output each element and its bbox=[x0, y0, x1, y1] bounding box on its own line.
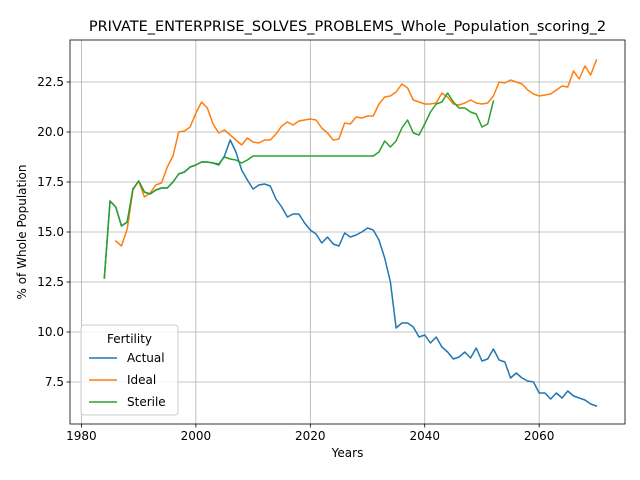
y-axis-label: % of Whole Population bbox=[15, 165, 29, 300]
legend: Fertility Actual Ideal Sterile bbox=[80, 324, 179, 416]
y-tick-label: 12.5 bbox=[37, 275, 64, 289]
x-tick-label: 2060 bbox=[524, 429, 555, 443]
legend-box bbox=[80, 324, 179, 416]
x-axis-label: Years bbox=[331, 446, 364, 460]
x-tick-label: 2000 bbox=[181, 429, 212, 443]
legend-title: Fertility bbox=[107, 332, 152, 346]
x-tick-label: 1980 bbox=[66, 429, 97, 443]
y-tick-label: 10.0 bbox=[37, 325, 64, 339]
grid bbox=[70, 40, 625, 424]
legend-label-ideal: Ideal bbox=[127, 373, 156, 387]
y-tick-label: 20.0 bbox=[37, 125, 64, 139]
y-tick-label: 17.5 bbox=[37, 175, 64, 189]
x-axis-ticks: 1980 2000 2020 2040 2060 bbox=[66, 424, 554, 443]
y-axis-ticks: 7.5 10.0 12.5 15.0 17.5 20.0 22.5 bbox=[37, 75, 70, 389]
series-line-sterile bbox=[103, 92, 495, 279]
x-tick-label: 2020 bbox=[295, 429, 326, 443]
y-tick-label: 22.5 bbox=[37, 75, 64, 89]
y-tick-label: 7.5 bbox=[45, 375, 64, 389]
legend-label-actual: Actual bbox=[127, 351, 165, 365]
y-tick-label: 15.0 bbox=[37, 225, 64, 239]
chart-title: PRIVATE_ENTERPRISE_SOLVES_PROBLEMS_Whole… bbox=[89, 19, 606, 35]
series-line-ideal bbox=[114, 59, 598, 247]
legend-label-sterile: Sterile bbox=[127, 395, 166, 409]
x-tick-label: 2040 bbox=[409, 429, 440, 443]
series-lines bbox=[103, 59, 598, 407]
legend-items: Actual Ideal Sterile bbox=[89, 351, 166, 409]
